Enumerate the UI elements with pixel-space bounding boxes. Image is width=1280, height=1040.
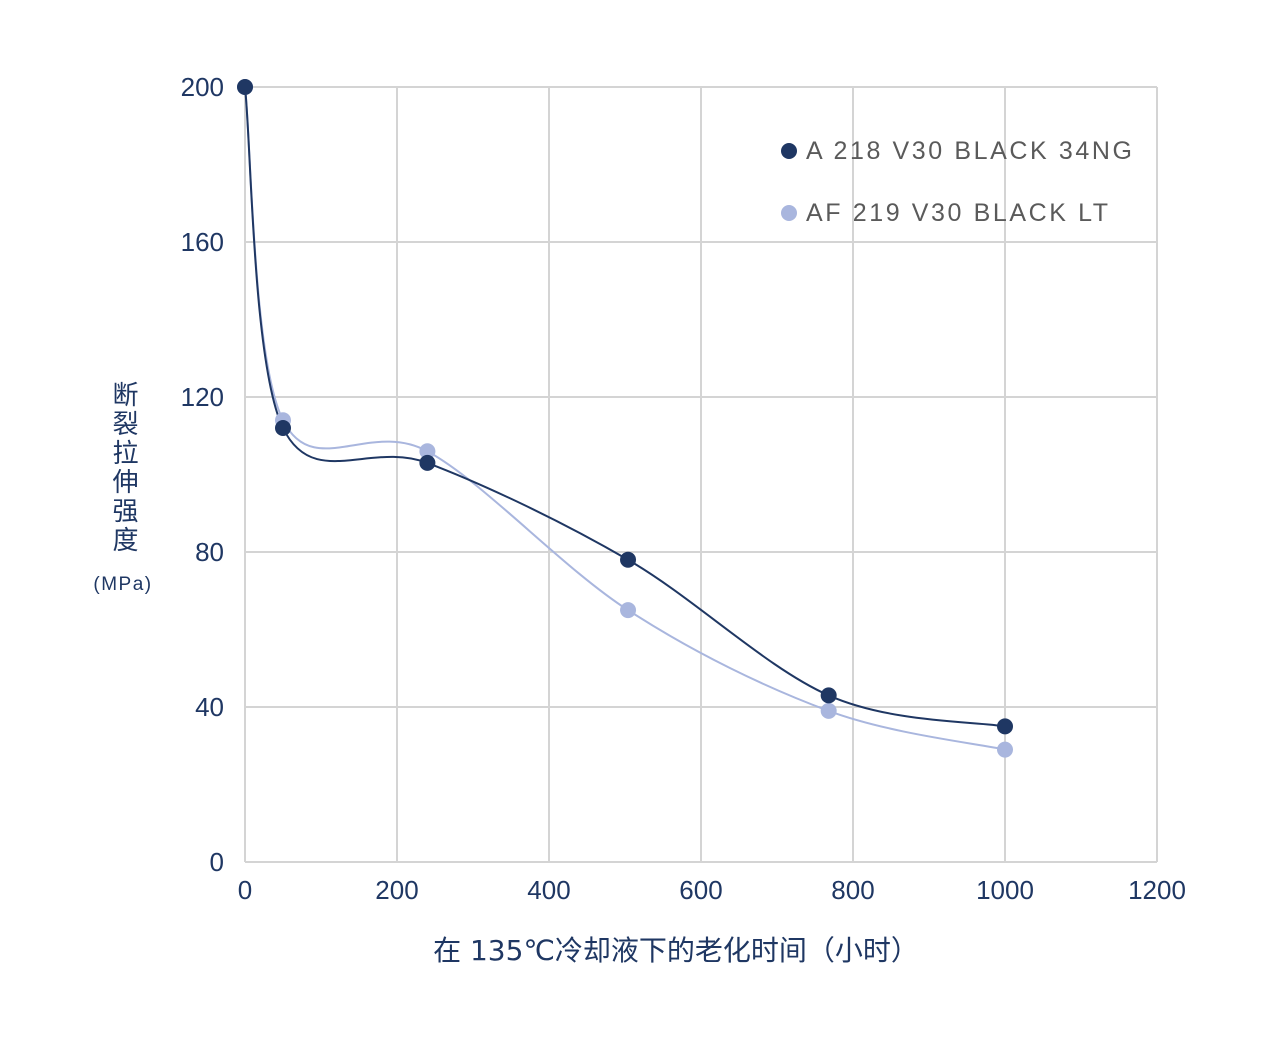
series-1-point [620, 551, 637, 568]
series-points [237, 79, 1013, 758]
series-line-1 [244, 86, 1006, 728]
x-tick-label: 200 [375, 875, 418, 905]
series-1-point [997, 718, 1013, 735]
y-axis-unit: (MPa) [93, 574, 153, 595]
legend: A 218 V30 BLACK 34NG AF 219 V30 BLACK LT [781, 137, 1135, 227]
x-tick-label: 1200 [1128, 875, 1186, 905]
legend-marker [781, 143, 797, 159]
gridlines [244, 86, 1158, 863]
y-tick-label: 160 [181, 227, 224, 257]
y-tick-label: 120 [181, 382, 224, 412]
series-lines [244, 86, 1006, 751]
x-tick-label: 800 [831, 875, 874, 905]
series-1-point [419, 454, 436, 471]
x-tick-label: 1000 [976, 875, 1034, 905]
x-axis-tick-labels: 0 200 400 600 800 1000 1200 [238, 875, 1186, 905]
y-tick-label: 0 [210, 847, 224, 877]
x-tick-label: 600 [679, 875, 722, 905]
y-axis-title: 断裂拉伸强度 [108, 381, 138, 555]
series-2-point [997, 741, 1013, 758]
y-axis-tick-labels: 0 40 80 120 160 200 [181, 72, 224, 877]
legend-marker [781, 205, 797, 221]
legend-label: A 218 V30 BLACK 34NG [806, 137, 1135, 165]
series-2-point [419, 443, 436, 460]
legend-item: AF 219 V30 BLACK LT [781, 199, 1111, 227]
legend-label: AF 219 V30 BLACK LT [806, 199, 1111, 227]
x-axis-title: 在 135℃冷却液下的老化时间（小时） [433, 934, 919, 967]
legend-item: A 218 V30 BLACK 34NG [781, 137, 1135, 165]
x-tick-label: 0 [238, 875, 252, 905]
series-2-point [620, 602, 637, 619]
series-2-point [820, 702, 837, 719]
series-1-point [820, 687, 837, 704]
y-tick-label: 80 [195, 537, 224, 567]
series-1-point [237, 79, 253, 95]
x-tick-label: 400 [527, 875, 570, 905]
series-line-2 [244, 86, 1006, 751]
y-tick-label: 40 [195, 692, 224, 722]
series-1-point [275, 420, 291, 436]
y-tick-label: 200 [181, 72, 224, 102]
